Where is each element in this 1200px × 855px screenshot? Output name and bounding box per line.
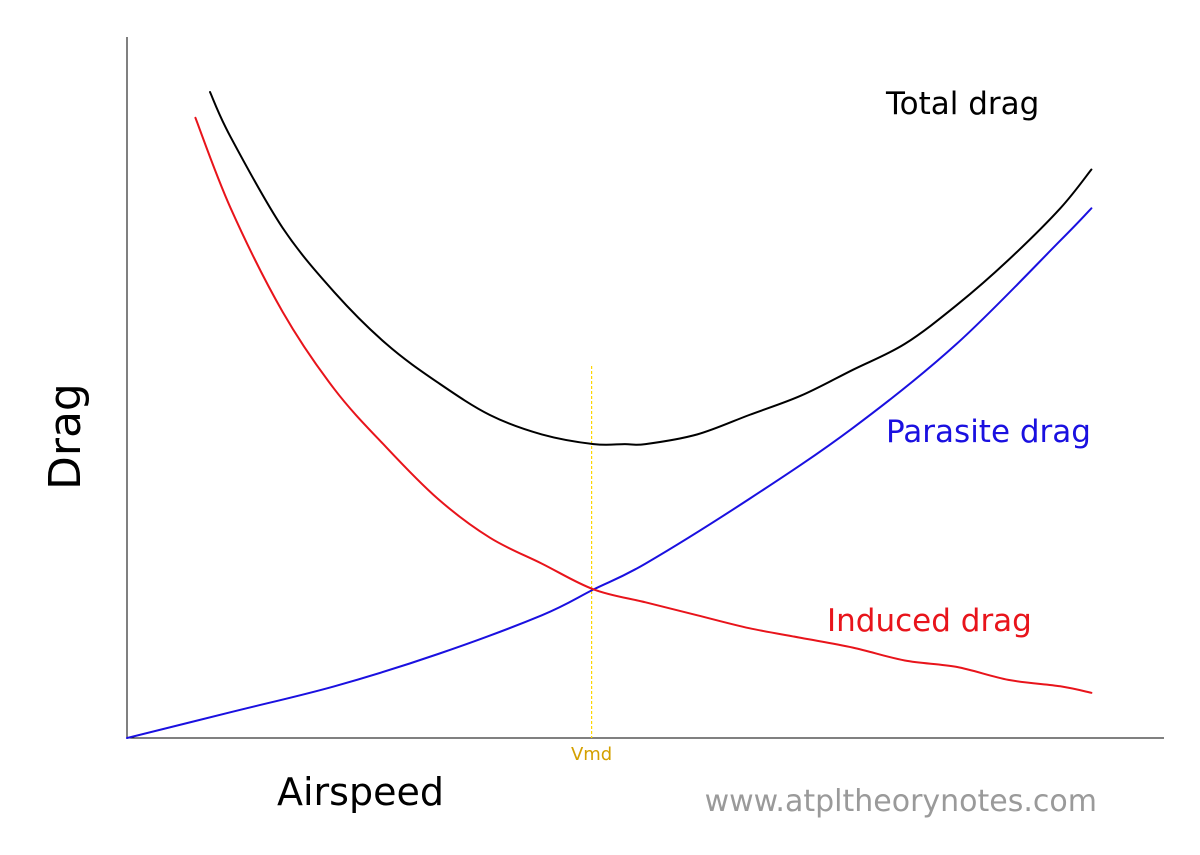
vmd-label: Vmd (571, 744, 612, 765)
total-drag-curve (209, 91, 1093, 446)
series-layer (126, 91, 1093, 739)
parasite-drag-curve (126, 207, 1093, 739)
parasite-drag-label: Parasite drag (886, 414, 1091, 450)
x-axis-label: Airspeed (277, 770, 444, 814)
induced-drag-curve (194, 116, 1093, 694)
y-axis-label: Drag (40, 383, 91, 490)
induced-drag-label: Induced drag (827, 603, 1032, 639)
total-drag-label: Total drag (885, 86, 1039, 122)
watermark: www.atpltheorynotes.com (705, 784, 1097, 819)
